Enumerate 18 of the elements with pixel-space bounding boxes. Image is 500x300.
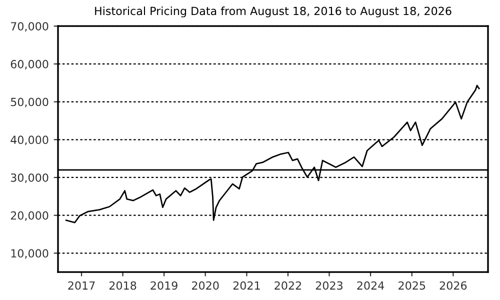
y-tick-label: 60,000: [10, 60, 48, 70]
y-tick-label: 30,000: [10, 173, 48, 183]
chart-title: Historical Pricing Data from August 18, 2016 to August 18, 2026: [95, 6, 452, 18]
y-tick-label: 70,000: [11, 22, 48, 32]
x-tick-label: 2022: [274, 281, 302, 290]
x-tick-label: 2019: [150, 281, 178, 290]
x-tick-label: 2017: [68, 281, 95, 290]
x-tick-label: 2026: [440, 281, 467, 290]
x-tick-label: 2023: [316, 281, 342, 290]
x-tick-label: 2020: [192, 281, 219, 290]
x-tick-label: 2024: [357, 281, 384, 290]
x-tick-label: 2021: [233, 281, 260, 290]
y-tick-label: 20,000: [10, 211, 48, 221]
y-tick-label: 50,000: [10, 98, 48, 108]
x-tick-label: 2025: [398, 281, 426, 290]
y-tick-label: 10,000: [11, 249, 48, 259]
y-tick-label: 40,000: [10, 136, 48, 146]
x-tick-label: 2018: [109, 281, 136, 290]
